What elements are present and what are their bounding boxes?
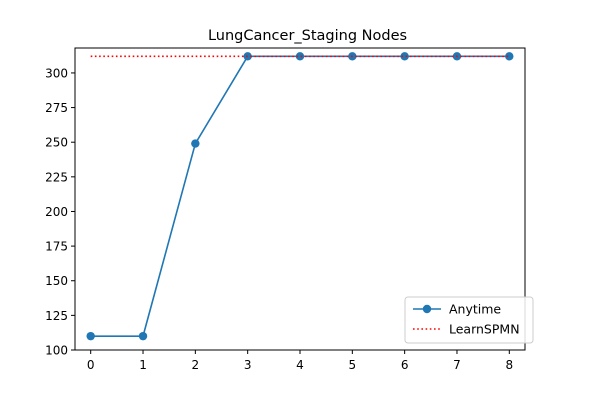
y-tick-label: 175 — [45, 240, 68, 254]
data-point — [400, 52, 409, 61]
x-tick-label: 4 — [296, 358, 304, 372]
y-tick-label: 100 — [45, 344, 68, 358]
data-point — [138, 331, 148, 341]
y-tick-label: 150 — [45, 274, 68, 288]
x-tick-label: 1 — [139, 358, 147, 372]
legend: Anytime LearnSPMN — [404, 296, 534, 344]
data-point — [505, 52, 514, 61]
data-point — [86, 331, 95, 341]
x-tick-label: 3 — [244, 358, 252, 372]
y-tick-label: 125 — [45, 309, 68, 323]
chart-title: LungCancer_Staging Nodes — [208, 28, 407, 44]
legend-label: LearnSPMN — [449, 322, 520, 337]
x-tick-label: 8 — [505, 358, 513, 372]
x-tick-label: 7 — [453, 358, 461, 372]
legend-entry-learnspmn: LearnSPMN — [413, 322, 520, 337]
y-axis: 100 125 150 175 200 225 250 275 300 — [45, 66, 75, 358]
data-point — [295, 52, 305, 61]
x-axis: 0 1 2 3 4 5 6 7 8 — [87, 350, 513, 372]
x-tick-label: 0 — [87, 358, 95, 372]
x-tick-label: 6 — [401, 358, 409, 372]
series-layer — [86, 52, 514, 341]
y-tick-label: 275 — [45, 101, 68, 115]
legend-marker — [422, 304, 432, 314]
y-tick-label: 250 — [45, 136, 68, 150]
y-tick-label: 200 — [45, 205, 68, 219]
x-tick-label: 5 — [349, 358, 357, 372]
x-tick-label: 2 — [192, 358, 200, 372]
data-point — [191, 139, 200, 148]
legend-label: Anytime — [449, 302, 501, 317]
legend-entry-anytime: Anytime — [413, 302, 501, 317]
y-tick-label: 300 — [45, 66, 68, 80]
y-tick-label: 225 — [45, 170, 68, 184]
